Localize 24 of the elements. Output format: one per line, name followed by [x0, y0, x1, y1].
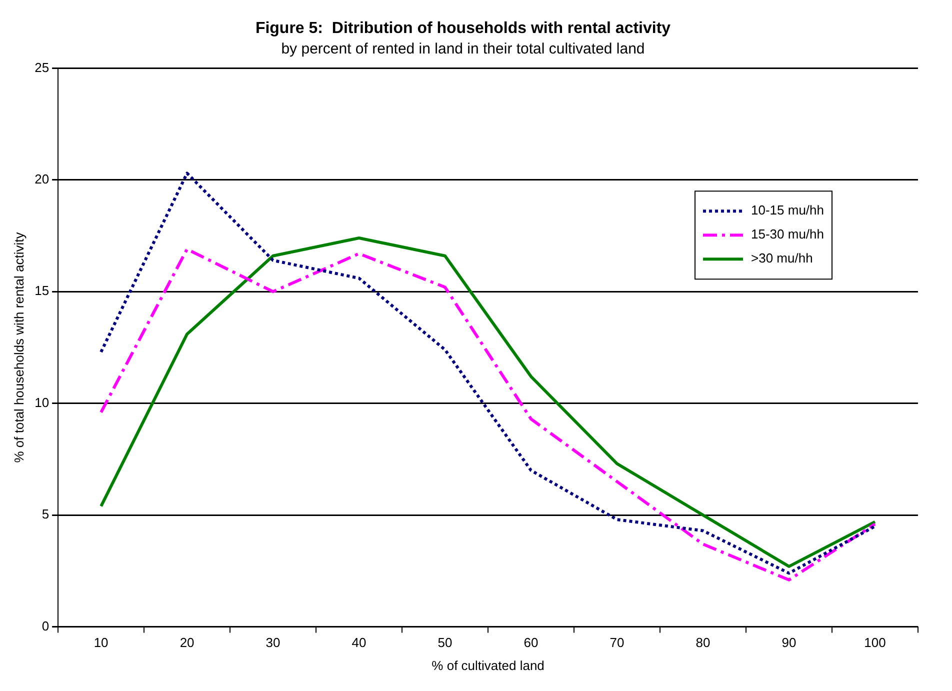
y-tick-label: 20 — [34, 172, 50, 186]
x-tick-label: 60 — [524, 635, 538, 650]
y-axis-title: % of total households with rental activity — [11, 232, 26, 463]
legend-label: 10-15 mu/hh — [751, 202, 824, 218]
y-tick-label: 15 — [34, 283, 50, 298]
y-tick-label: 0 — [42, 618, 50, 634]
x-tick-label: 100 — [864, 635, 886, 650]
line-series — [100, 172, 877, 575]
y-tick-label: 25 — [34, 60, 50, 75]
chart-subtitle: by percent of rented in land in their total cultivated land — [281, 40, 645, 58]
chart-title: Figure 5: Ditribution of households with rental activity — [255, 20, 671, 38]
y-tick-label: 5 — [42, 506, 50, 522]
legend-label: 15-30 mu/hh — [751, 226, 824, 242]
legend-label: >30 mu/hh — [751, 250, 813, 266]
x-tick-label: 20 — [180, 635, 194, 650]
x-tick-label: 50 — [438, 635, 452, 650]
x-tick-label: 90 — [782, 635, 796, 650]
x-tick-label: 30 — [266, 635, 280, 650]
y-tick-label: 10 — [34, 394, 50, 410]
x-tick-label: 80 — [696, 635, 710, 650]
x-tick-label: 40 — [352, 635, 366, 650]
x-tick-label: 10 — [94, 635, 108, 650]
x-axis-title: % of cultivated land — [432, 658, 544, 673]
x-tick-label: 70 — [610, 635, 624, 650]
